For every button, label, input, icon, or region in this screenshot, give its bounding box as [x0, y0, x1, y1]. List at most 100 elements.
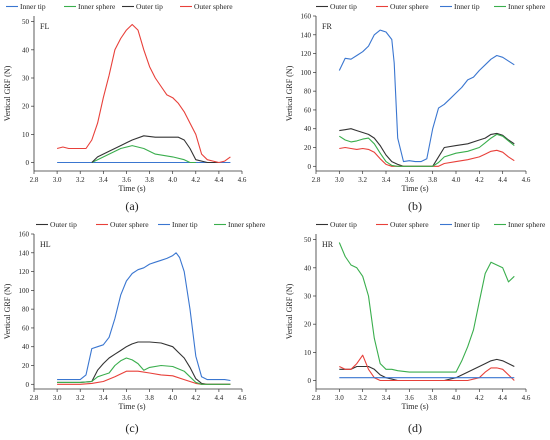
x-tick-label: 4.0	[452, 394, 461, 402]
y-tick-label: 20	[304, 321, 312, 329]
legend-label: Inner tip	[454, 2, 480, 11]
x-tick-label: 4.6	[238, 176, 247, 184]
x-tick-label: 3.6	[405, 394, 414, 402]
x-tick-label: 2.8	[30, 176, 39, 184]
x-tick-label: 4.2	[191, 176, 200, 184]
y-tick-label: 0	[26, 381, 30, 389]
panel-fl: 2.8 3.0 3.2 3.4 3.6 3.8 4.0 4.2 4.4 4.6 0 10 20 30 40 5…	[3, 2, 247, 213]
y-axis-label: Vertical GRF (N)	[285, 283, 294, 339]
x-tick-label: 3.0	[53, 394, 62, 402]
series-line-outer-sphere	[339, 354, 515, 382]
x-tick-label: 3.8	[428, 394, 437, 402]
x-tick-label: 2.8	[30, 394, 39, 402]
x-tick-label: 4.2	[191, 394, 200, 402]
y-tick-label: 80	[304, 88, 312, 96]
x-tick-label: 4.6	[522, 176, 531, 184]
y-tick-label: 10	[22, 131, 30, 139]
y-tick-label: 40	[304, 264, 312, 272]
series-line-inner-sphere	[338, 242, 515, 373]
series-line-outer-tip	[339, 128, 515, 167]
series-line-outer-tip	[57, 341, 231, 385]
x-tick-label: 3.4	[382, 176, 391, 184]
legend-label: Inner tip	[172, 220, 198, 229]
y-tick-label: 10	[304, 349, 312, 357]
y-tick-label: 60	[304, 106, 312, 114]
x-axis-label: Time (s)	[118, 402, 145, 411]
legend-label: Outer sphere	[110, 220, 149, 229]
y-tick-label: 40	[22, 343, 30, 351]
x-tick-label: 3.0	[335, 176, 344, 184]
series-line-inner-tip	[338, 29, 515, 163]
y-axis-label: Vertical GRF (N)	[285, 65, 294, 121]
y-tick-label: 0	[26, 159, 30, 167]
x-tick-label: 4.4	[215, 176, 224, 184]
x-tick-label: 4.0	[168, 176, 177, 184]
series-line-outer-sphere	[56, 23, 231, 164]
legend-label: Inner tip	[20, 2, 46, 11]
y-tick-label: 100	[19, 287, 30, 295]
y-tick-label: 0	[308, 377, 312, 385]
x-tick-label: 3.4	[382, 394, 391, 402]
x-tick-label: 4.6	[238, 394, 247, 402]
y-tick-label: 60	[22, 324, 30, 332]
x-tick-label: 4.4	[498, 394, 507, 402]
x-tick-label: 2.8	[312, 394, 321, 402]
x-tick-label: 3.8	[428, 176, 437, 184]
legend-label: Inner sphere	[508, 2, 546, 11]
x-tick-label: 3.6	[122, 176, 131, 184]
x-tick-label: 3.0	[335, 394, 344, 402]
y-tick-label: 140	[301, 31, 312, 39]
x-tick-label: 3.4	[99, 394, 108, 402]
legend-label: Inner sphere	[78, 2, 116, 11]
y-tick-label: 120	[301, 50, 312, 58]
panel-letter: (d)	[408, 421, 422, 435]
x-tick-label: 4.2	[475, 176, 484, 184]
y-tick-label: 40	[22, 46, 30, 54]
panel-hl: 2.8 3.0 3.2 3.4 3.6 3.8 4.0 4.2 4.4 4.6 0 20 40 60 80 1…	[3, 220, 266, 435]
x-tick-label: 3.8	[145, 176, 154, 184]
y-tick-label: 50	[304, 236, 312, 244]
x-tick-label: 3.2	[358, 394, 367, 402]
panel-corner-label: FL	[40, 22, 49, 31]
x-tick-label: 4.0	[168, 394, 177, 402]
legend-label: Outer tip	[136, 2, 163, 11]
x-tick-label: 3.2	[358, 176, 367, 184]
y-tick-label: 40	[304, 125, 312, 133]
series-line-outer-tip	[91, 135, 219, 164]
panel-corner-label: FR	[322, 22, 332, 31]
y-tick-label: 160	[19, 231, 30, 239]
legend-label: Outer tip	[330, 220, 357, 229]
y-tick-label: 0	[308, 163, 312, 171]
panel-fr: 2.8 3.0 3.2 3.4 3.6 3.8 4.0 4.2 4.4 4.6 0 20 40 60 80 1…	[285, 2, 546, 213]
panel-corner-label: HR	[322, 240, 334, 249]
panel-letter: (a)	[125, 199, 138, 213]
y-tick-label: 20	[22, 103, 30, 111]
y-tick-label: 160	[301, 13, 312, 21]
x-axis-label: Time (s)	[401, 402, 428, 411]
x-tick-label: 4.4	[215, 394, 224, 402]
y-tick-label: 80	[22, 306, 30, 314]
y-axis-label: Vertical GRF (N)	[3, 283, 12, 339]
x-tick-label: 4.4	[498, 176, 507, 184]
x-tick-label: 3.0	[53, 176, 62, 184]
legend-label: Inner sphere	[228, 220, 266, 229]
legend-label: Inner sphere	[508, 220, 546, 229]
y-tick-label: 140	[19, 249, 30, 257]
legend-label: Outer tip	[50, 220, 77, 229]
y-tick-label: 20	[22, 362, 30, 370]
x-tick-label: 2.8	[312, 176, 321, 184]
y-tick-label: 30	[304, 293, 312, 301]
series-line-inner-tip	[57, 252, 231, 382]
y-tick-label: 50	[22, 18, 30, 26]
x-tick-label: 3.6	[122, 394, 131, 402]
x-tick-label: 4.2	[475, 394, 484, 402]
x-tick-label: 3.6	[405, 176, 414, 184]
x-tick-label: 3.8	[145, 394, 154, 402]
series-line-inner-sphere	[91, 145, 196, 164]
y-tick-label: 30	[22, 75, 30, 83]
x-tick-label: 4.0	[452, 176, 461, 184]
x-tick-label: 3.2	[76, 394, 85, 402]
x-axis-label: Time (s)	[118, 184, 145, 193]
legend-label: Outer tip	[330, 2, 357, 11]
